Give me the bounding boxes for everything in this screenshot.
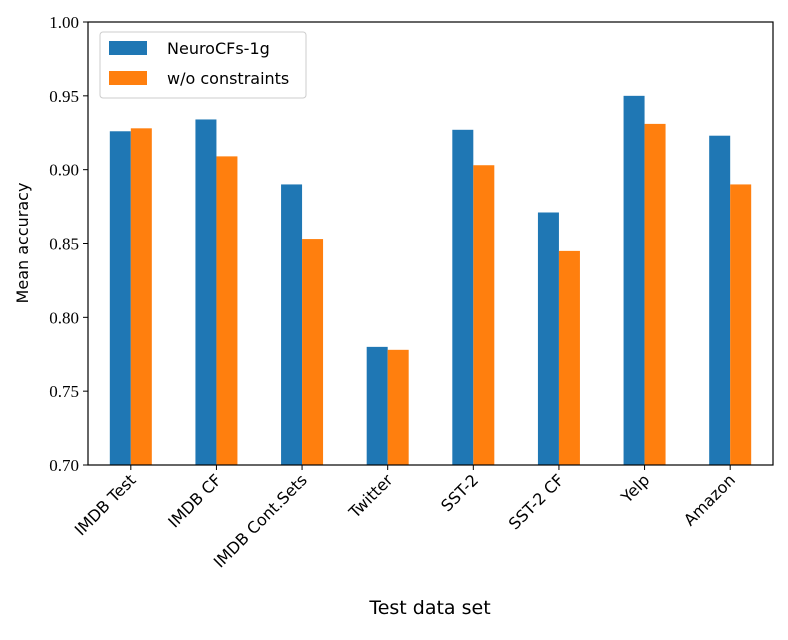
y-tick-label: 0.70 [49, 456, 79, 475]
bar [281, 184, 303, 465]
y-tick-label: 0.95 [49, 87, 79, 106]
bar [473, 165, 495, 465]
bar [387, 349, 409, 465]
legend-swatch [109, 41, 147, 55]
legend-label: w/o constraints [167, 69, 289, 88]
y-tick-label: 0.80 [49, 308, 79, 327]
bar [644, 123, 666, 465]
legend-box [99, 31, 307, 99]
x-tick-label: Amazon [680, 470, 739, 529]
x-tick-label: SST-2 [437, 470, 482, 515]
x-axis-label: Test data set [368, 597, 490, 619]
bar [537, 212, 559, 465]
x-tick-label: SST-2 CF [505, 470, 568, 533]
plot-frame [87, 21, 774, 466]
bar [623, 95, 645, 465]
legend-label: NeuroCFs-1g [167, 39, 270, 58]
y-tick-label: 1.00 [49, 13, 79, 32]
bar [558, 250, 580, 465]
bar [130, 128, 152, 465]
y-tick-label: 0.85 [49, 235, 79, 254]
y-tick-label: 0.75 [49, 382, 79, 401]
x-tick-label: IMDB Cont.Sets [210, 470, 311, 571]
bar [730, 184, 752, 465]
x-tick-label: Yelp [617, 470, 654, 507]
x-tick-label: IMDB Test [71, 470, 140, 539]
bar [452, 129, 474, 465]
bar [109, 131, 131, 466]
bar [709, 135, 731, 465]
x-tick-label: IMDB CF [164, 470, 225, 531]
bar [366, 346, 388, 465]
legend-swatch [109, 71, 147, 85]
y-axis-label: Mean accuracy [13, 183, 32, 304]
y-tick-label: 0.90 [49, 161, 79, 180]
bar [195, 119, 217, 466]
x-tick-label: Twitter [344, 470, 396, 522]
bar [302, 239, 324, 465]
bar [216, 156, 238, 466]
